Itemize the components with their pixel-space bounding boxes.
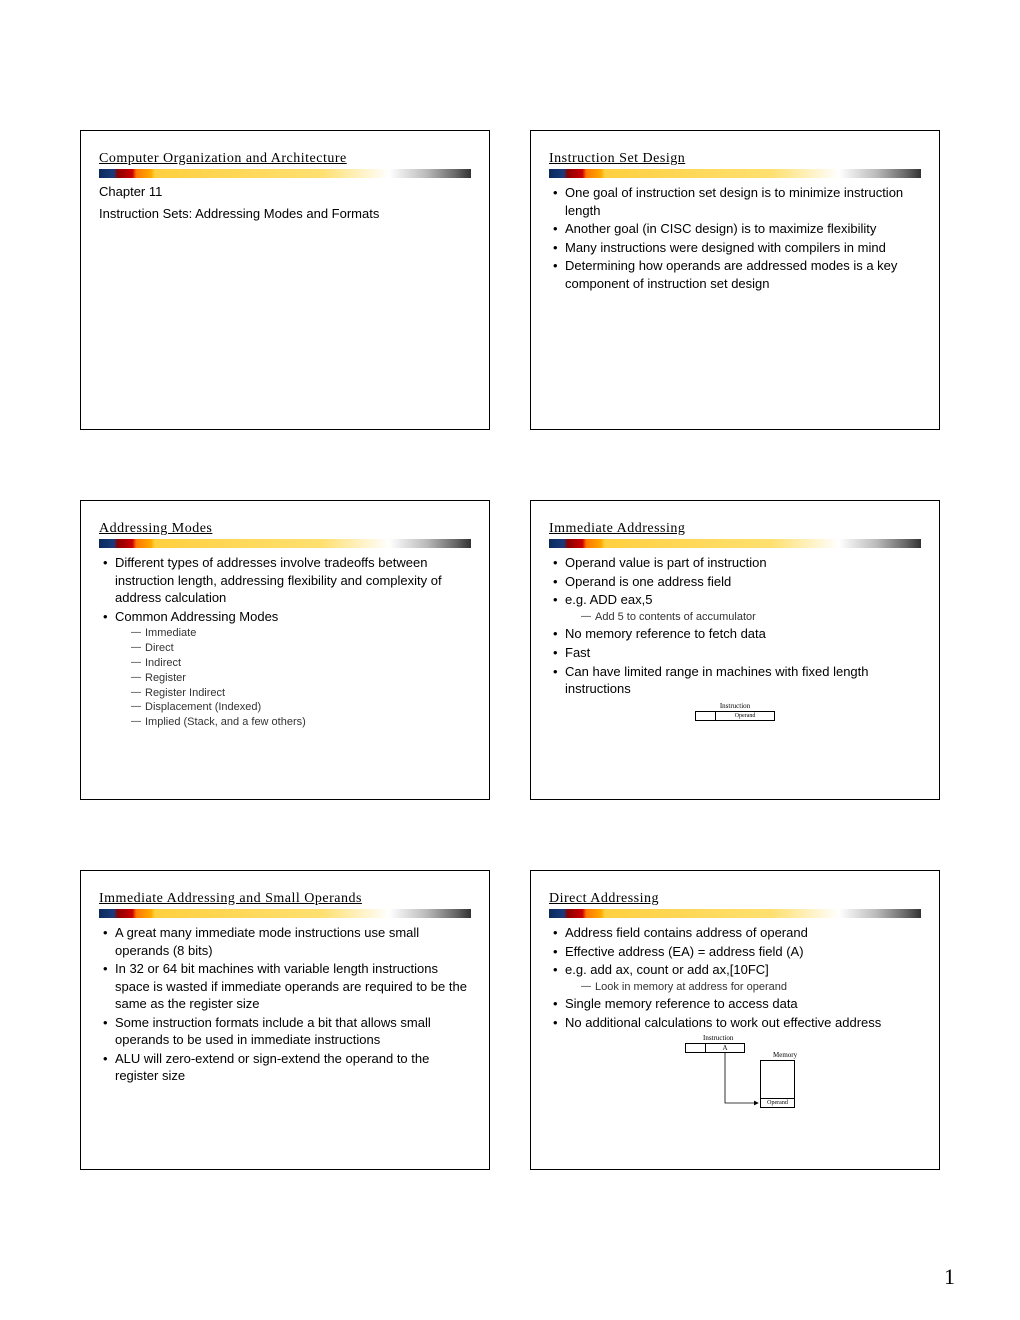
bullet-item: Different types of addresses involve tra…: [101, 554, 471, 607]
bullet-item: Effective address (EA) = address field (…: [551, 943, 921, 961]
bullet-item: Many instructions were designed with com…: [551, 239, 921, 257]
sub-item: Look in memory at address for operand: [581, 980, 921, 995]
bullet-item: Can have limited range in machines with …: [551, 663, 921, 698]
diagram-label: Instruction: [695, 702, 775, 710]
sub-list: Add 5 to contents of accumulator: [565, 610, 921, 625]
slide-title: Immediate Addressing: [549, 521, 921, 537]
slide-title: Direct Addressing: [549, 891, 921, 907]
title-divider-bar: [549, 539, 921, 548]
sub-list: Look in memory at address for operand: [565, 980, 921, 995]
bullet-item: Address field contains address of operan…: [551, 924, 921, 942]
sub-item: Register Indirect: [131, 686, 471, 701]
bullet-list: A great many immediate mode instructions…: [99, 924, 471, 1085]
slide-subtitle: Instruction Sets: Addressing Modes and F…: [99, 205, 471, 223]
title-divider-bar: [549, 909, 921, 918]
slide-5: Immediate Addressing and Small Operands …: [80, 870, 490, 1170]
bullet-item: Fast: [551, 644, 921, 662]
bullet-item: Determining how operands are addressed m…: [551, 257, 921, 292]
sub-item: Indirect: [131, 656, 471, 671]
bullet-item: No memory reference to fetch data: [551, 625, 921, 643]
title-divider-bar: [99, 539, 471, 548]
sub-item: Direct: [131, 641, 471, 656]
bullet-item: Some instruction formats include a bit t…: [101, 1014, 471, 1049]
slide-6: Direct Addressing Address field contains…: [530, 870, 940, 1170]
bullet-item: Common Addressing Modes Immediate Direct…: [101, 608, 471, 730]
bullet-item: Single memory reference to access data: [551, 995, 921, 1013]
slide-1: Computer Organization and Architecture C…: [80, 130, 490, 430]
bullet-list: One goal of instruction set design is to…: [549, 184, 921, 292]
handout-page: Computer Organization and Architecture C…: [0, 0, 1020, 1320]
bullet-item: e.g. add ax, count or add ax,[10FC] Look…: [551, 961, 921, 994]
sub-item: Implied (Stack, and a few others): [131, 715, 471, 730]
bullet-item: In 32 or 64 bit machines with variable l…: [101, 960, 471, 1013]
immediate-diagram: Instruction Operand: [695, 702, 775, 721]
bullet-list: Operand value is part of instruction Ope…: [549, 554, 921, 698]
bullet-text: e.g. ADD eax,5: [565, 592, 652, 607]
sub-item: Displacement (Indexed): [131, 700, 471, 715]
bullet-item: A great many immediate mode instructions…: [101, 924, 471, 959]
bullet-item: e.g. ADD eax,5 Add 5 to contents of accu…: [551, 591, 921, 624]
title-divider-bar: [549, 169, 921, 178]
slide-4: Immediate Addressing Operand value is pa…: [530, 500, 940, 800]
arrow-icon: [645, 1034, 825, 1114]
bullet-list: Address field contains address of operan…: [549, 924, 921, 1032]
chapter-label: Chapter 11: [99, 184, 471, 199]
bullet-text: e.g. add ax, count or add ax,[10FC]: [565, 962, 769, 977]
title-divider-bar: [99, 909, 471, 918]
bullet-item: ALU will zero-extend or sign-extend the …: [101, 1050, 471, 1085]
bullet-item: Another goal (in CISC design) is to maxi…: [551, 220, 921, 238]
page-number: 1: [944, 1264, 955, 1290]
bullet-item: One goal of instruction set design is to…: [551, 184, 921, 219]
operand-cell: Operand: [716, 712, 774, 720]
sub-item: Add 5 to contents of accumulator: [581, 610, 921, 625]
opcode-cell: [696, 712, 716, 720]
bullet-item: Operand value is part of instruction: [551, 554, 921, 572]
slide-2: Instruction Set Design One goal of instr…: [530, 130, 940, 430]
slide-title: Immediate Addressing and Small Operands: [99, 891, 471, 907]
slide-title: Computer Organization and Architecture: [99, 151, 471, 167]
sub-item: Immediate: [131, 626, 471, 641]
slide-title: Addressing Modes: [99, 521, 471, 537]
instruction-box: Operand: [695, 711, 775, 721]
slide-3: Addressing Modes Different types of addr…: [80, 500, 490, 800]
bullet-text: Common Addressing Modes: [115, 609, 278, 624]
bullet-item: Operand is one address field: [551, 573, 921, 591]
bullet-item: No additional calculations to work out e…: [551, 1014, 921, 1032]
bullet-list: Different types of addresses involve tra…: [99, 554, 471, 730]
title-divider-bar: [99, 169, 471, 178]
direct-diagram: Instruction A Memory Operand: [645, 1034, 825, 1114]
slide-title: Instruction Set Design: [549, 151, 921, 167]
sub-item: Register: [131, 671, 471, 686]
sub-list: Immediate Direct Indirect Register Regis…: [115, 626, 471, 730]
